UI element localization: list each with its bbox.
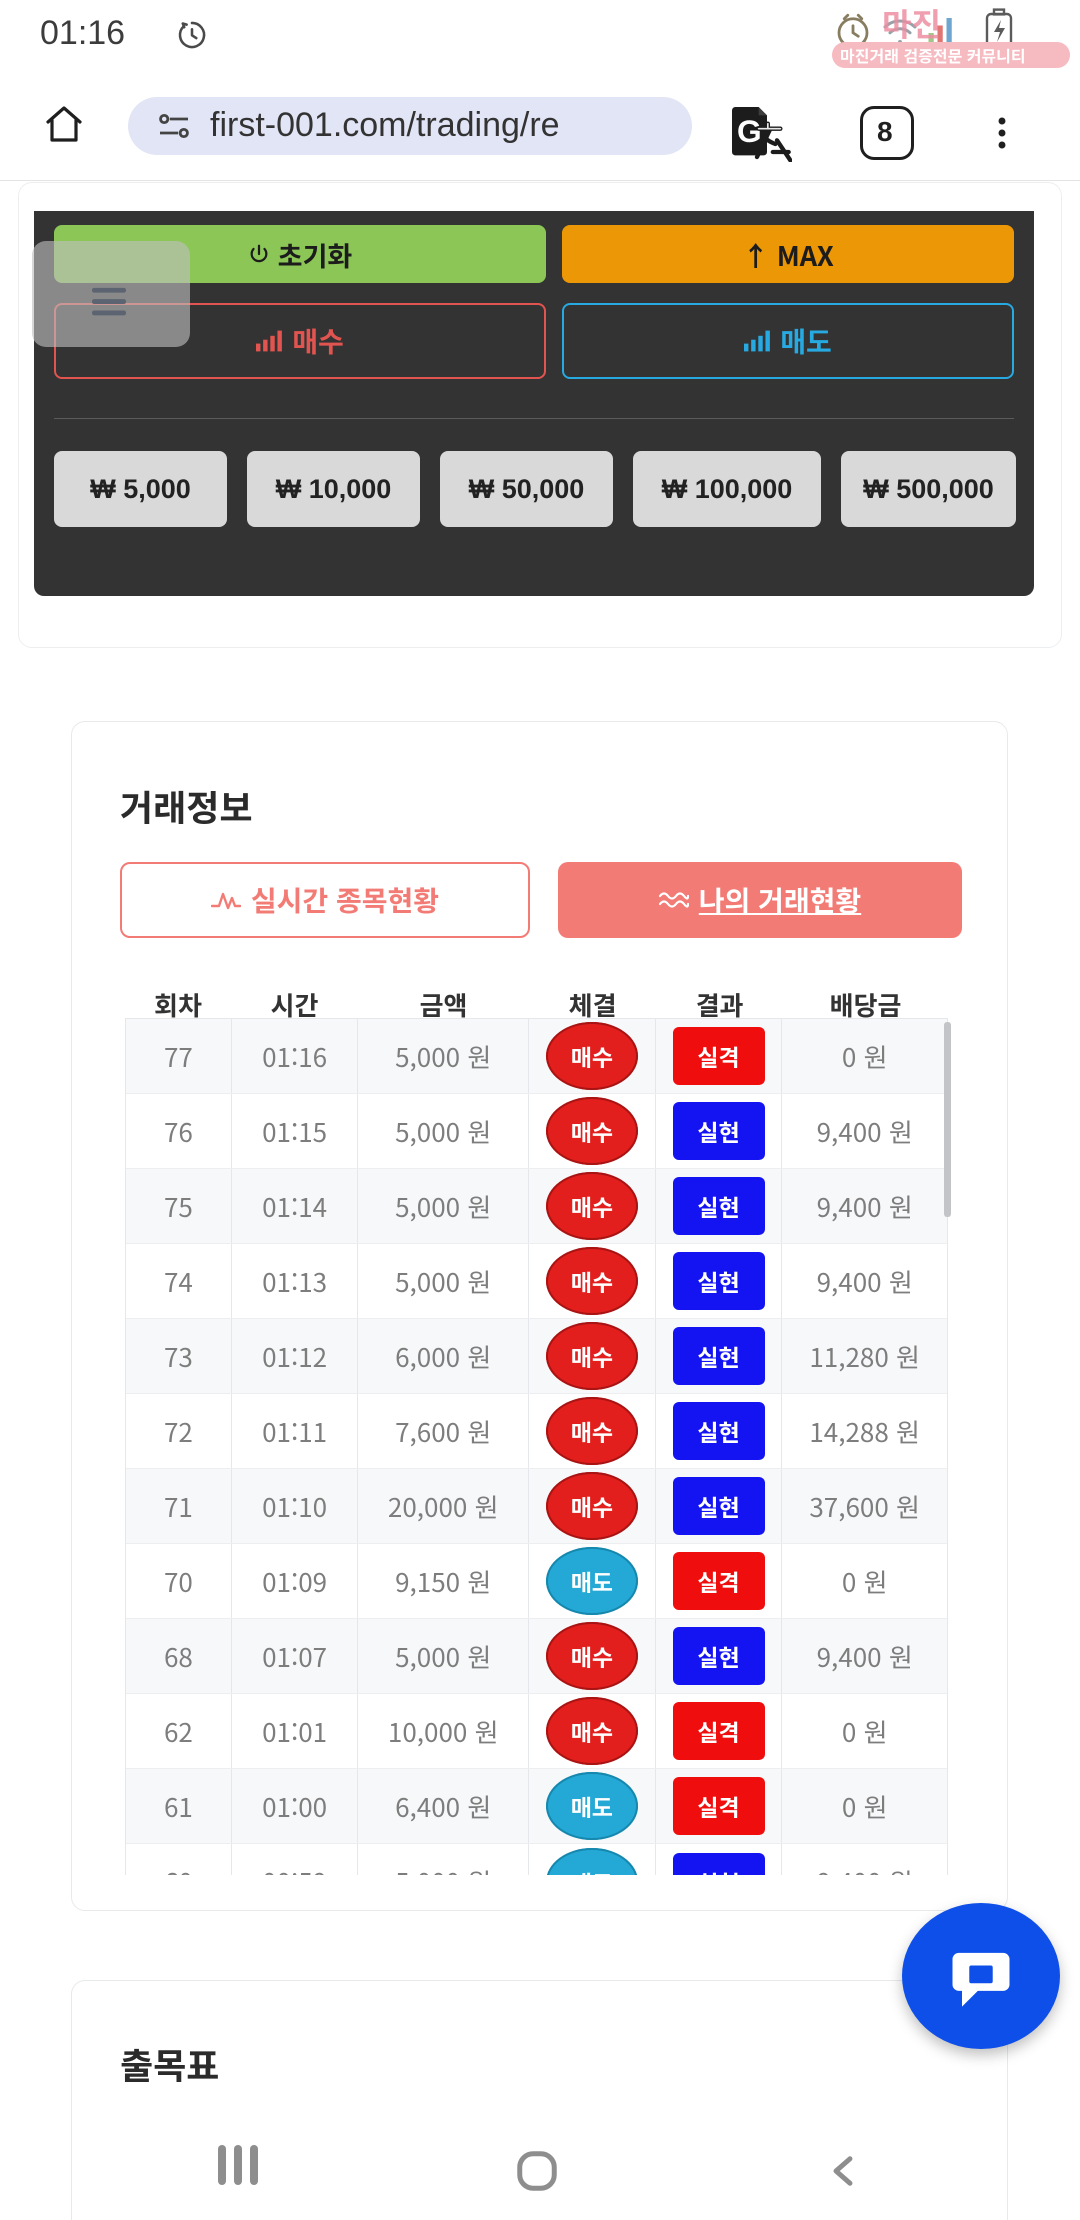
svg-text:G: G (737, 113, 762, 149)
